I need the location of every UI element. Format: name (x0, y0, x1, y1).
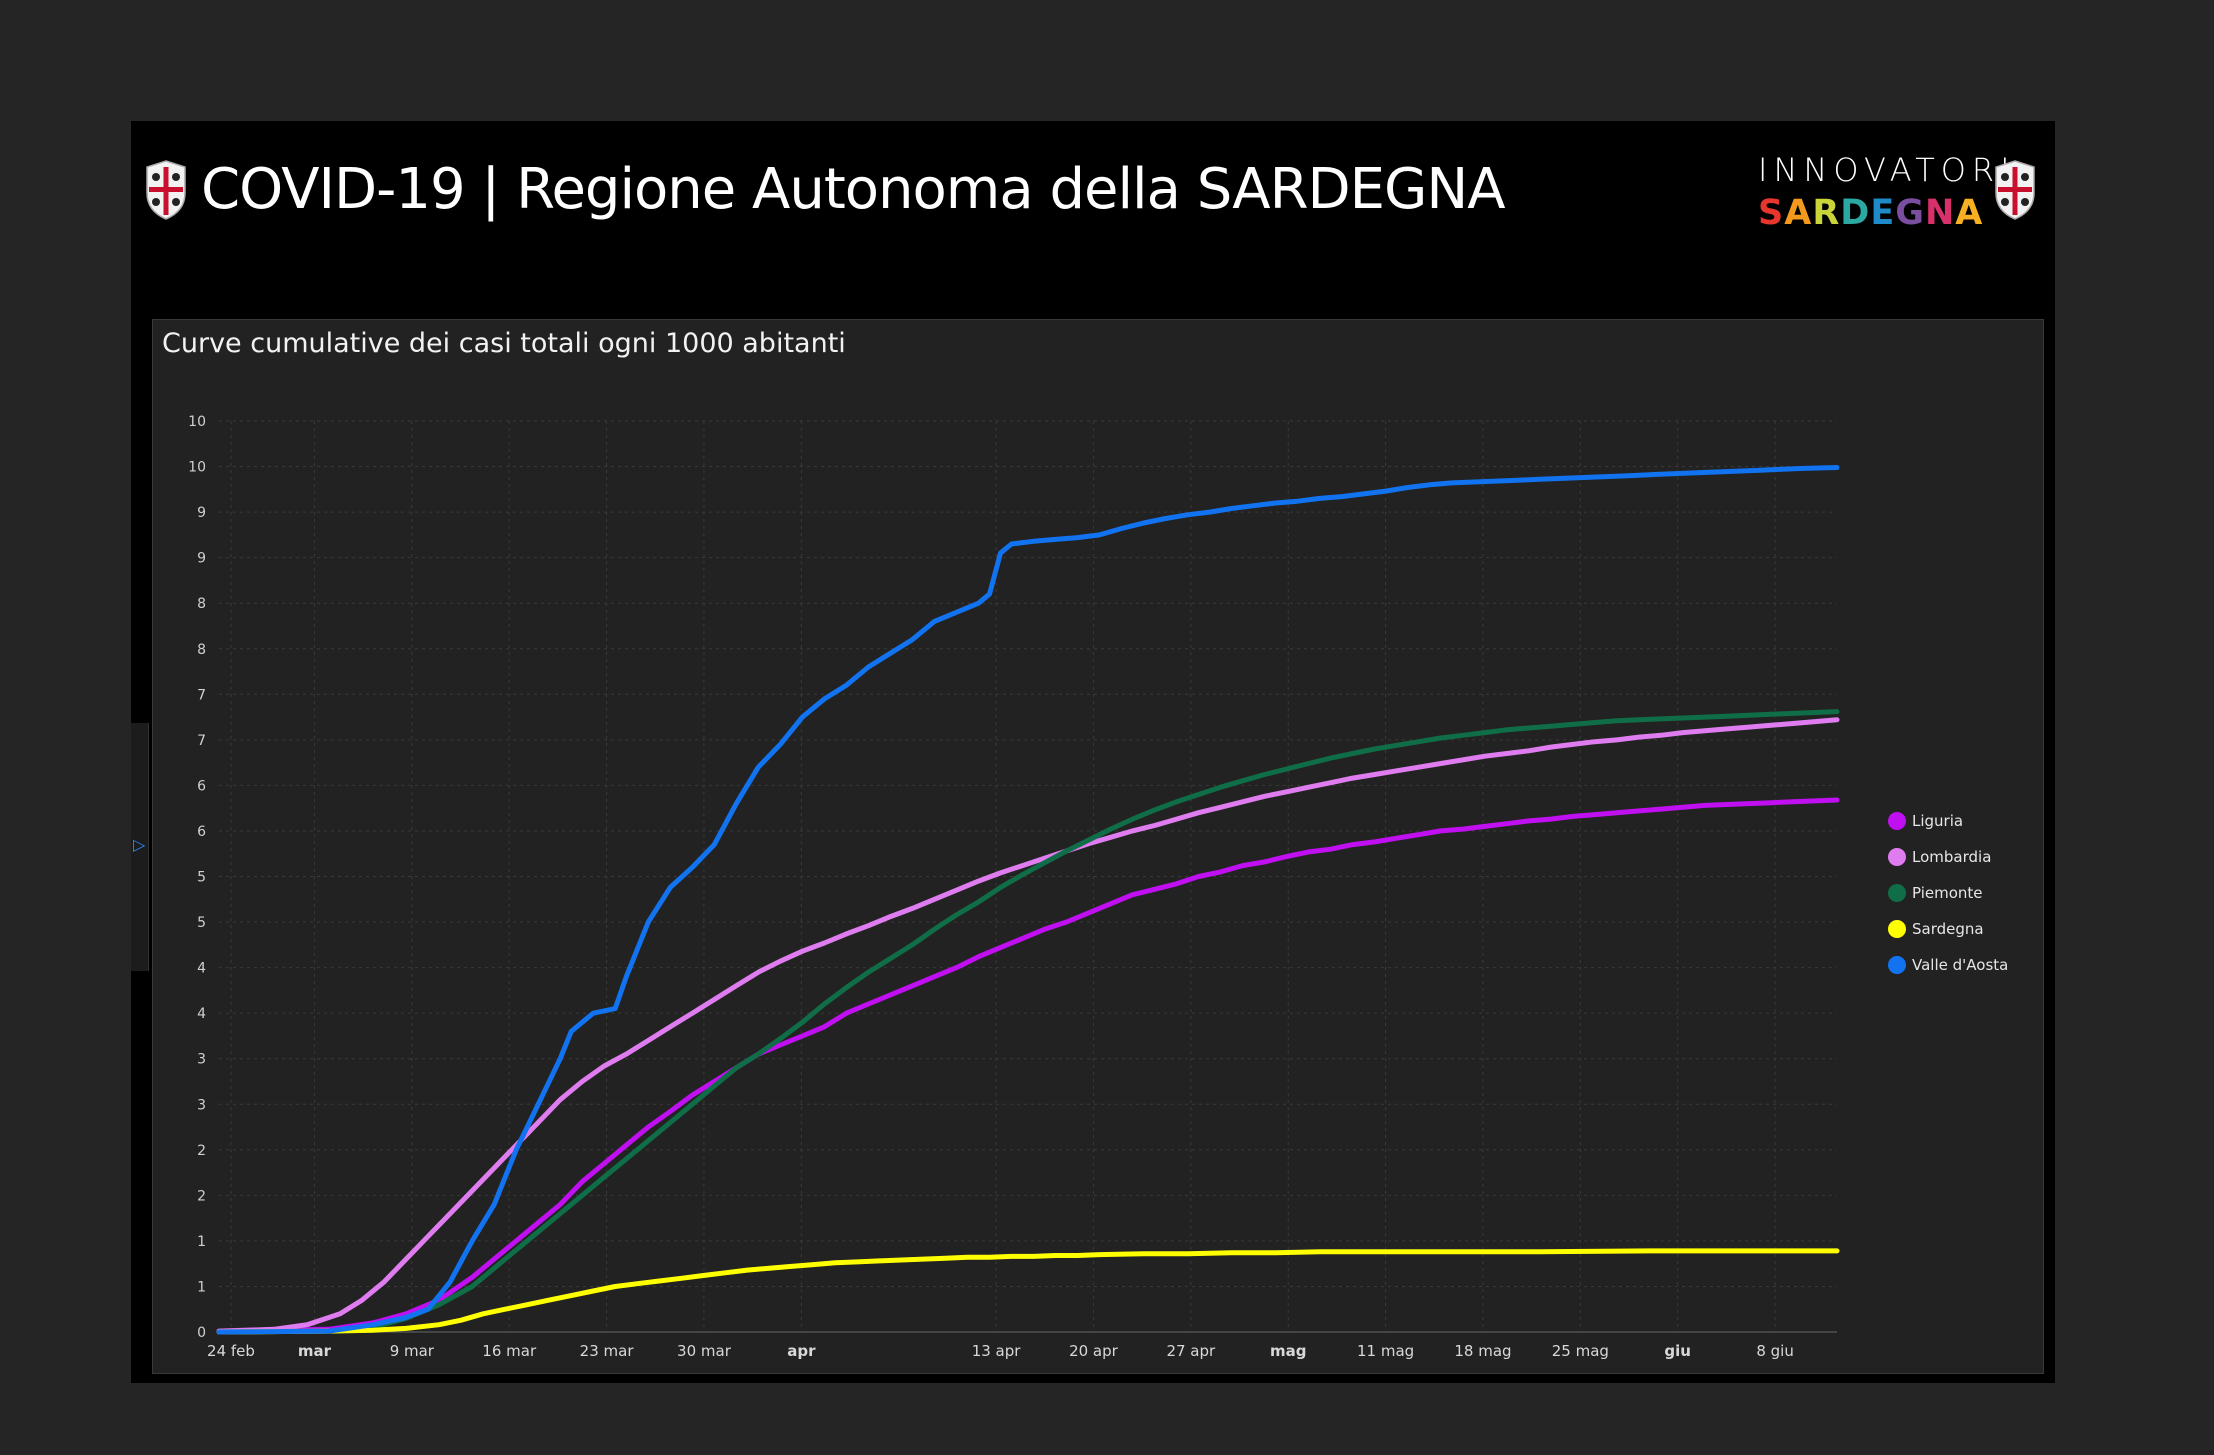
y-tick-label: 2 (197, 1188, 206, 1204)
legend-label: Liguria (1912, 812, 1964, 830)
y-tick-label: 4 (197, 961, 206, 977)
legend-swatch (1888, 884, 1906, 902)
y-tick-label: 5 (197, 915, 206, 931)
brand-letter: A (1784, 193, 1813, 233)
brand-letter: A (1955, 193, 1984, 233)
legend-swatch (1888, 848, 1906, 866)
brand-logo-bottom: SARDEGNA (1758, 193, 1983, 233)
x-tick-label: 18 mag (1454, 1342, 1511, 1360)
series-line (216, 717, 1840, 1334)
x-tick-label: mar (298, 1342, 332, 1360)
legend-label: Sardegna (1912, 920, 1984, 938)
y-tick-label: 8 (197, 596, 206, 612)
x-tick-label: 30 mar (677, 1342, 732, 1360)
y-tick-label: 3 (197, 1097, 206, 1113)
x-tick-label: 11 mag (1357, 1342, 1414, 1360)
series-line (216, 1248, 1840, 1335)
legend-label: Piemonte (1912, 884, 1983, 902)
chevron-right-icon: ▷ (133, 835, 146, 854)
y-tick-label: 5 (197, 870, 206, 886)
x-tick-label: mag (1270, 1342, 1307, 1360)
y-tick-label: 10 (188, 414, 206, 430)
line-chart: 0 1 1 2 2 3 3 4 4 5 5 6 6 7 7 8 8 9 9 10 10 24 feb mar 9 mar 16 … (188, 414, 1840, 1360)
header: COVID-19 | Regione Autonoma della SARDEG… (131, 121, 2055, 311)
y-tick-label: 2 (197, 1143, 206, 1159)
y-tick-label: 8 (197, 642, 206, 658)
legend-label: Valle d'Aosta (1912, 956, 2009, 974)
y-tick-label: 1 (197, 1279, 206, 1295)
x-tick-label: 16 mar (482, 1342, 537, 1360)
y-tick-label: 6 (197, 778, 206, 794)
sardinia-crest-icon (146, 160, 186, 220)
app-title: COVID-19 | Regione Autonoma della SARDEG… (201, 157, 1506, 222)
y-tick-label: 10 (188, 460, 206, 476)
y-tick-label: 1 (197, 1234, 206, 1250)
chart-panel: Curve cumulative dei casi totali ogni 10… (152, 319, 2044, 1374)
series-line (216, 465, 1840, 1335)
y-tick-label: 7 (197, 687, 206, 703)
y-tick-label: 9 (197, 505, 206, 521)
y-tick-label: 9 (197, 551, 206, 567)
x-tick-label: 13 apr (972, 1342, 1022, 1360)
x-tick-label: 8 giu (1756, 1342, 1794, 1360)
series-line (216, 709, 1840, 1335)
legend-swatch (1888, 920, 1906, 938)
brand-logo: INNOVATORI SARDEGNA (1758, 151, 2010, 241)
x-tick-label: 27 apr (1166, 1342, 1216, 1360)
series-line (216, 797, 1840, 1334)
chart-title: Curve cumulative dei casi totali ogni 10… (162, 328, 846, 359)
x-tick-label: giu (1664, 1342, 1691, 1360)
legend-swatch (1888, 812, 1906, 830)
brand-logo-top: INNOVATORI (1758, 151, 2016, 189)
y-tick-label: 3 (197, 1052, 206, 1068)
brand-letter: R (1812, 193, 1841, 233)
sardinia-crest-icon (1995, 160, 2035, 220)
brand-letter: N (1924, 193, 1956, 233)
x-tick-label: 24 feb (207, 1342, 255, 1360)
y-tick-label: 0 (197, 1325, 206, 1341)
x-tick-label: 9 mar (390, 1342, 435, 1360)
x-tick-label: 20 apr (1069, 1342, 1119, 1360)
y-tick-label: 7 (197, 733, 206, 749)
legend-label: Lombardia (1912, 848, 1992, 866)
legend-swatch (1888, 956, 1906, 974)
brand-letter: S (1758, 193, 1785, 233)
brand-letter: G (1895, 193, 1925, 233)
x-tick-label: 23 mar (580, 1342, 635, 1360)
x-tick-label: 25 mag (1552, 1342, 1609, 1360)
y-tick-label: 4 (197, 1006, 206, 1022)
brand-letter: D (1840, 193, 1871, 233)
x-tick-label: apr (787, 1342, 816, 1360)
sidebar-toggle[interactable]: ▷ (131, 723, 149, 971)
brand-letter: E (1870, 193, 1896, 233)
y-tick-label: 6 (197, 824, 206, 840)
